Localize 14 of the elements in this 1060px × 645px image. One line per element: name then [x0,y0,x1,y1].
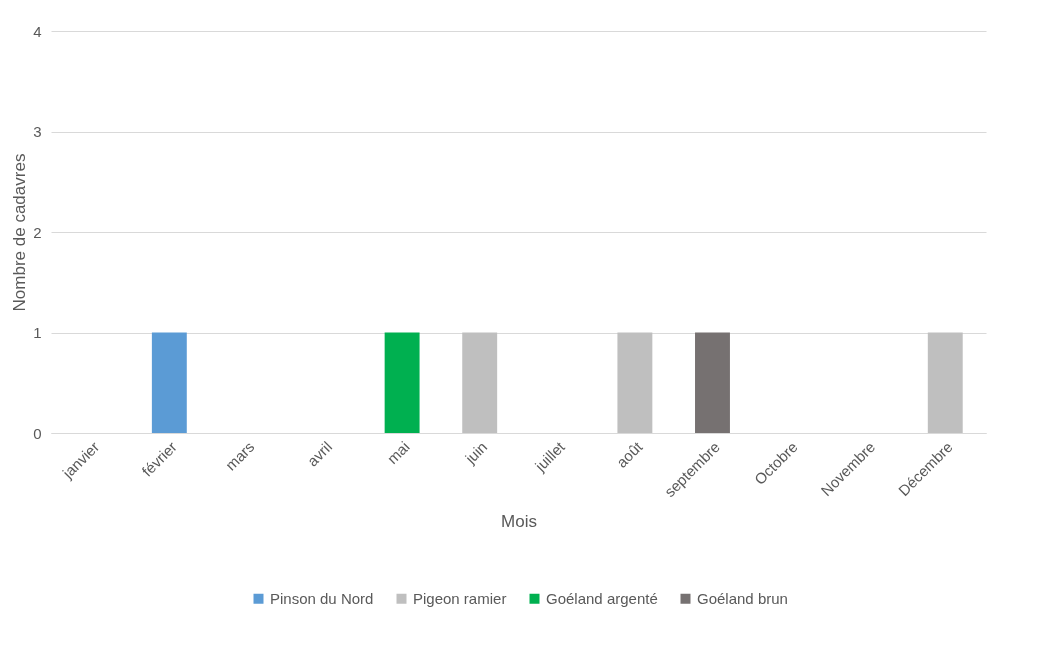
legend-label: Goéland argenté [546,589,658,607]
y-tick-label: 3 [33,123,42,140]
y-axis-title: Nombre de cadavres [10,153,30,312]
legend-label: Goéland brun [697,589,788,607]
x-tick-label: juin [461,438,491,468]
x-tick-label: avril [303,438,336,470]
y-tick-label: 2 [33,223,42,241]
legend-label: Pinson du Nord [270,589,374,607]
x-tick-label: mai [383,438,413,468]
y-tick-label: 0 [33,424,42,442]
y-tick-label: 4 [33,22,42,40]
legend-label: Pigeon ramier [413,589,507,607]
y-tick-label: 1 [33,324,42,341]
x-axis-title: Mois [501,512,537,532]
